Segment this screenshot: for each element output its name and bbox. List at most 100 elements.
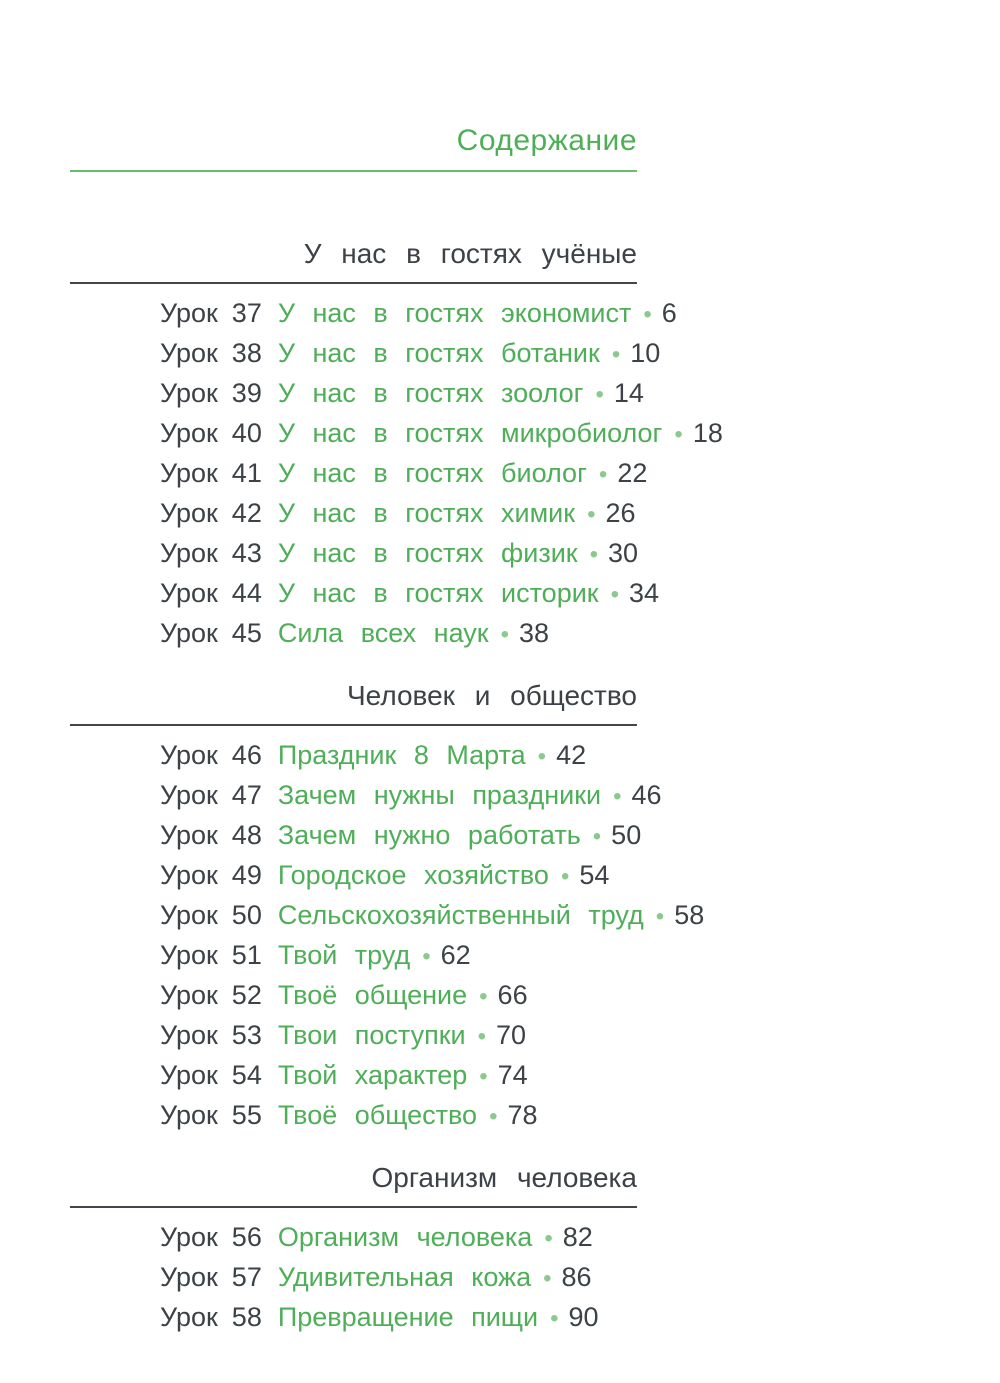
lesson-row: Урок 44 У нас в гостях историк • 34 — [160, 574, 930, 614]
lesson-page-number: 18 — [692, 418, 723, 448]
lesson-row: Урок 39 У нас в гостях зоолог • 14 — [160, 374, 930, 414]
toc-section: У нас в гостях учёные Урок 37 У нас в гост… — [70, 238, 723, 654]
lesson-number: 57 — [231, 1262, 262, 1292]
lesson-row: Урок 40 У нас в гостях микробиолог • 18 — [160, 414, 930, 454]
lesson-number: 58 — [231, 1302, 262, 1332]
lesson-title: Твоё общение — [277, 980, 468, 1010]
lesson-page-number: 50 — [611, 820, 642, 850]
lesson-title: Твой труд — [277, 940, 411, 970]
lesson-row: Урок 48 Зачем нужно работать • 50 — [160, 816, 930, 856]
lesson-number: 37 — [231, 298, 262, 328]
lesson-list: Урок 46 Праздник 8 Марта • 42 Урок 47 Зачем ну… — [70, 736, 930, 1136]
bullet-icon: • — [587, 501, 596, 528]
lesson-label: Урок — [160, 860, 218, 890]
bullet-icon: • — [544, 1225, 553, 1252]
lesson-row: Урок 58 Превращение пищи • 90 — [160, 1298, 930, 1338]
lesson-number: 54 — [231, 1060, 262, 1090]
lesson-title: Твои поступки — [277, 1020, 466, 1050]
lesson-title: У нас в гостях физик — [277, 538, 578, 568]
bullet-icon: • — [613, 783, 622, 810]
lesson-label: Урок — [160, 820, 218, 850]
section-heading: Организм человека — [371, 1162, 637, 1193]
lesson-number: 51 — [231, 940, 262, 970]
lesson-number: 52 — [231, 980, 262, 1010]
lesson-number: 39 — [231, 378, 262, 408]
lesson-label: Урок — [160, 940, 218, 970]
lesson-number: 43 — [231, 538, 262, 568]
bullet-icon: • — [589, 541, 599, 568]
lesson-label: Урок — [160, 418, 218, 448]
lesson-number: 49 — [231, 860, 262, 890]
lesson-page-number: 22 — [617, 458, 648, 488]
lesson-row: Урок 51 Твой труд • 62 — [160, 936, 930, 976]
lesson-label: Урок — [160, 578, 218, 608]
section-heading: У нас в гостях учёные — [303, 238, 637, 269]
lesson-page-number: 78 — [507, 1100, 538, 1130]
lesson-label: Урок — [160, 1222, 218, 1252]
lesson-number: 48 — [231, 820, 262, 850]
lesson-row: Урок 37 У нас в гостях экономист • 6 — [160, 294, 930, 334]
lesson-page-number: 42 — [556, 740, 587, 770]
title-underline — [70, 170, 637, 172]
lesson-label: Урок — [160, 780, 218, 810]
lesson-row: Урок 53 Твои поступки • 70 — [160, 1016, 930, 1056]
lesson-row: Урок 55 Твоё общество • 78 — [160, 1096, 930, 1136]
lesson-title: Удивительная кожа — [277, 1262, 532, 1292]
lesson-page-number: 90 — [568, 1302, 599, 1332]
bullet-icon: • — [500, 621, 510, 648]
lesson-row: Урок 45 Сила всех наук • 38 — [160, 614, 930, 654]
lesson-page-number: 26 — [605, 498, 636, 528]
bullet-icon: • — [598, 461, 608, 488]
lesson-label: Урок — [160, 298, 218, 328]
lesson-row: Урок 56 Организм человека • 82 — [160, 1218, 930, 1258]
lesson-row: Урок 52 Твоё общение • 66 — [160, 976, 930, 1016]
lesson-title: Превращение пищи — [277, 1302, 539, 1332]
bullet-icon: • — [560, 863, 570, 890]
lesson-page-number: 86 — [561, 1262, 592, 1292]
bullet-icon: • — [537, 743, 547, 770]
section-underline — [70, 724, 637, 726]
lesson-title: У нас в гостях биолог — [277, 458, 587, 488]
lesson-title: Твоё общество — [277, 1100, 478, 1130]
lesson-title: Сила всех наук — [277, 618, 489, 648]
lesson-row: Урок 54 Твой характер • 74 — [160, 1056, 930, 1096]
lesson-list: Урок 37 У нас в гостях экономист • 6 Урок 38 У… — [70, 294, 930, 654]
lesson-number: 41 — [231, 458, 262, 488]
lesson-number: 53 — [231, 1020, 262, 1050]
lesson-row: Урок 50 Сельскохозяйственный труд • 58 — [160, 896, 930, 936]
lesson-label: Урок — [160, 458, 218, 488]
lesson-page-number: 74 — [497, 1060, 528, 1090]
lesson-label: Урок — [160, 498, 218, 528]
lesson-page-number: 66 — [497, 980, 528, 1010]
lesson-label: Урок — [160, 1262, 218, 1292]
toc-section: Организм человека Урок 56 Организм человек… — [70, 1162, 637, 1338]
lesson-title: Организм человека — [277, 1222, 533, 1252]
lesson-row: Урок 42 У нас в гостях химик • 26 — [160, 494, 930, 534]
lesson-page-number: 82 — [562, 1222, 593, 1252]
lesson-number: 40 — [231, 418, 262, 448]
lesson-number: 47 — [231, 780, 262, 810]
lesson-number: 46 — [231, 740, 262, 770]
lesson-title: Твой характер — [277, 1060, 468, 1090]
lesson-number: 42 — [231, 498, 262, 528]
lesson-label: Урок — [160, 1302, 218, 1332]
bullet-icon: • — [479, 1063, 488, 1090]
lesson-row: Урок 38 У нас в гостях ботаник • 10 — [160, 334, 930, 374]
lesson-title: Праздник 8 Марта — [277, 740, 526, 770]
lesson-title: Зачем нужно работать — [277, 820, 581, 850]
lesson-page-number: 10 — [630, 338, 661, 368]
lesson-label: Урок — [160, 338, 218, 368]
lesson-row: Урок 47 Зачем нужны праздники • 46 — [160, 776, 930, 816]
lesson-title: У нас в гостях микробиолог — [277, 418, 663, 448]
lesson-label: Урок — [160, 618, 218, 648]
sections-container: У нас в гостях учёные Урок 37 У нас в гост… — [70, 238, 723, 1338]
lesson-row: Урок 43 У нас в гостях физик • 30 — [160, 534, 930, 574]
lesson-label: Урок — [160, 740, 218, 770]
bullet-icon: • — [655, 903, 665, 930]
lesson-number: 55 — [231, 1100, 262, 1130]
bullet-icon: • — [643, 301, 652, 328]
lesson-page-number: 30 — [608, 538, 639, 568]
section-underline — [70, 1206, 637, 1208]
lesson-page-number: 46 — [631, 780, 662, 810]
